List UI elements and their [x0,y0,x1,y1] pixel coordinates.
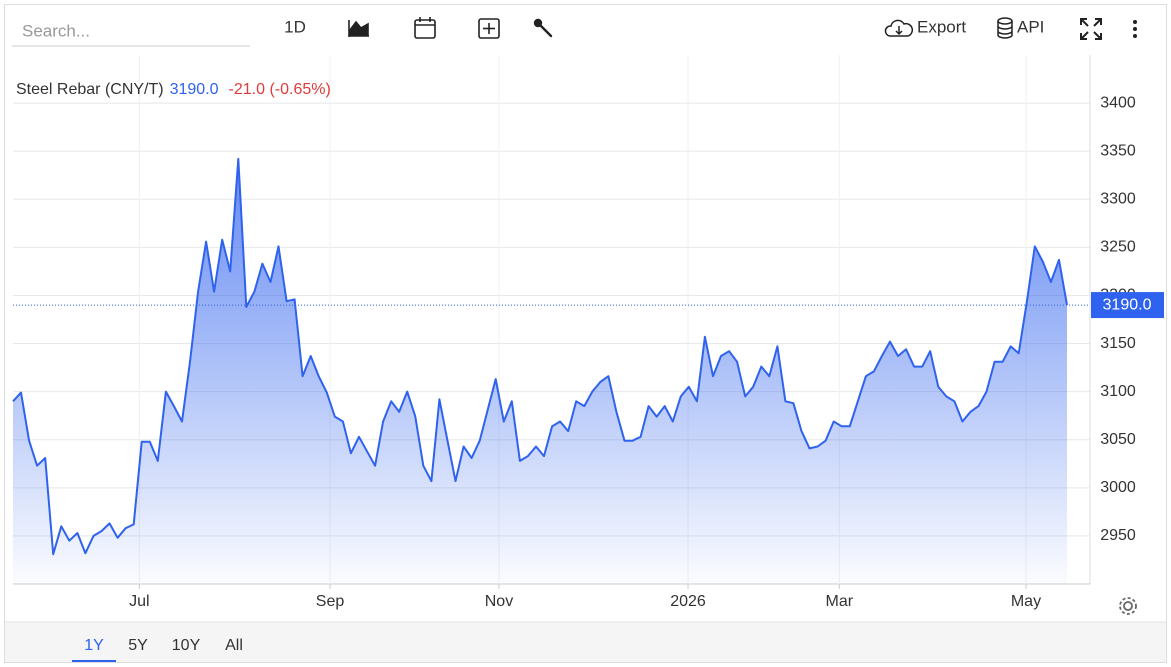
y-tick-label: 3250 [1100,239,1136,256]
settings-wrench-button[interactable] [533,18,553,38]
compare-button[interactable] [478,18,500,39]
y-tick-label: 3050 [1100,431,1136,448]
y-tick-label: 3400 [1100,94,1136,111]
settings-gear[interactable] [1119,597,1137,615]
last-price-box [1091,292,1164,319]
export-button[interactable]: Export [917,17,966,36]
more-button[interactable] [1133,20,1137,38]
y-tick-label: 3350 [1100,142,1136,159]
calendar-button[interactable] [414,17,436,39]
api-icon[interactable] [997,17,1013,39]
y-tick-label: 3100 [1100,383,1136,400]
x-tick-label: 2026 [670,593,706,610]
export-icon[interactable] [884,19,914,37]
api-button[interactable]: API [1017,17,1044,36]
x-tick-label: Nov [485,593,513,610]
price-line [12,157,1068,556]
plot [12,55,1090,589]
x-tick-label: Jul [129,593,149,610]
interval-button[interactable]: 1D [284,17,306,36]
y-tick-label: 3150 [1100,335,1136,352]
header-price: 3190.0 [170,81,219,98]
range-button[interactable]: All [225,637,243,654]
instrument-name: Steel Rebar (CNY/T) [16,81,164,98]
y-tick-label: 2950 [1100,527,1136,544]
x-tick-label: May [1011,593,1041,610]
range-button[interactable]: 1Y [84,637,104,654]
x-tick-label: Sep [316,593,345,610]
range-button[interactable]: 10Y [172,637,201,654]
x-tick-label: Mar [826,593,854,610]
fullscreen-button[interactable] [1080,18,1102,40]
last-price-label: 3190.0 [1103,296,1152,313]
chart-type-button[interactable] [348,20,369,37]
y-tick-label: 3300 [1100,190,1136,207]
range-bar [5,622,1166,662]
area-fill [13,158,1067,584]
header-change: -21.0 (-0.65%) [229,81,331,98]
y-tick-label: 3000 [1100,479,1136,496]
range-button[interactable]: 5Y [128,637,148,654]
search-input[interactable]: Search... [22,21,90,40]
